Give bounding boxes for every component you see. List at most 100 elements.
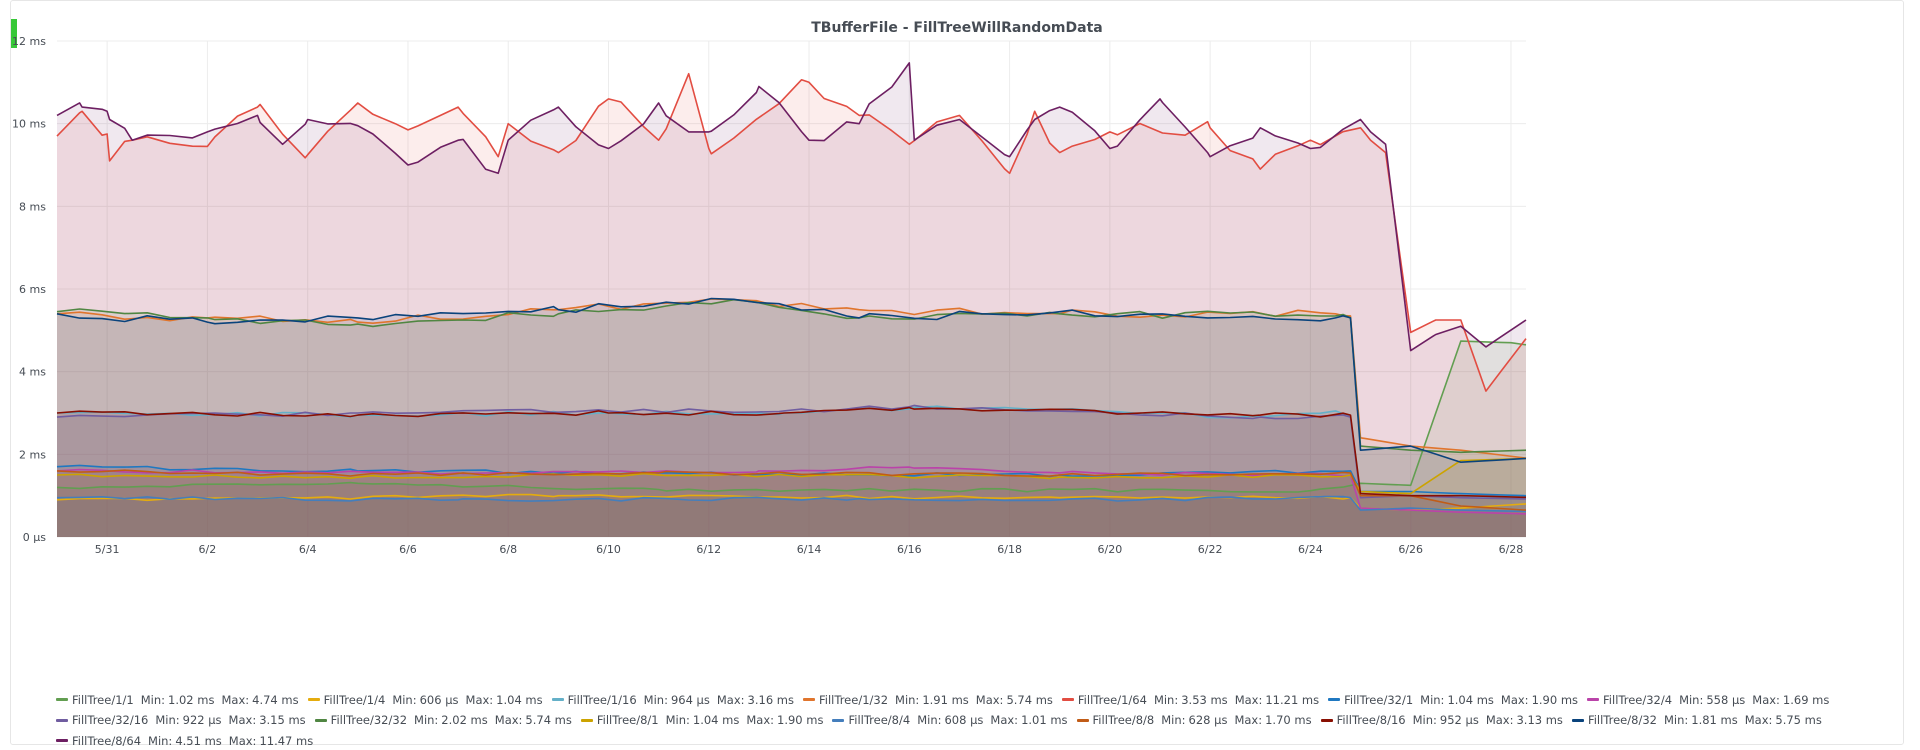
legend-swatch [307,698,320,701]
series-line[interactable] [56,340,1527,493]
x-tick-label: 6/22 [1198,543,1223,556]
legend-min-value: 922 µs [182,713,222,727]
legend-min-value: 4.51 ms [175,733,222,748]
series-lines[interactable] [56,62,1527,515]
legend-min-label: Min: [140,692,165,707]
y-tick-label: 2 ms [19,448,46,461]
legend-item[interactable]: FillTree/32/4 Min: 558 µs Max: 1.69 ms [1587,691,1829,709]
legend-swatch [1076,718,1089,722]
legend-series-name: FillTree/1/4 [323,692,386,707]
legend-max-label: Max: [1500,692,1529,707]
legend-series-name: FillTree/1/16 [567,692,637,707]
legend-series-name: FillTree/32/16 [72,713,149,727]
legend-min-label: Min: [1420,692,1445,707]
series-line[interactable] [56,406,1526,499]
legend-max-value: 11.21 ms [1265,692,1320,707]
series-line[interactable] [56,297,1527,463]
legend-swatch [314,718,327,722]
legend-min-value: 1.81 ms [1691,713,1738,727]
series-line[interactable] [56,62,1527,352]
legend-item[interactable]: FillTree/8/16 Min: 952 µs Max: 3.13 ms [1320,711,1563,729]
legend-item[interactable]: FillTree/1/32 Min: 1.91 ms Max: 5.74 ms [803,691,1053,709]
legend-item[interactable]: FillTree/32/1 Min: 1.04 ms Max: 1.90 ms [1328,691,1578,709]
series-line[interactable] [56,493,1527,511]
legend-min-value: 952 µs [1439,713,1479,727]
legend-min-label: Min: [917,713,942,727]
x-tick-label: 6/8 [499,543,517,556]
legend-series-name: FillTree/8/1 [596,713,659,727]
legend-max-label: Max: [975,692,1004,707]
legend-swatch [1328,698,1341,701]
legend-max-value: 3.15 ms [259,713,306,727]
legend-max-label: Max: [1744,713,1773,727]
legend-item[interactable]: FillTree/1/1 Min: 1.02 ms Max: 4.74 ms [56,691,299,709]
legend-max-value: 1.70 ms [1265,713,1312,727]
x-tick-label: 6/26 [1398,543,1423,556]
x-tick-label: 6/16 [897,543,922,556]
legend-series-name: FillTree/1/32 [819,692,889,707]
legend-min-value: 606 µs [419,692,459,707]
legend-min-label: Min: [1412,713,1437,727]
x-tick-label: 6/28 [1499,543,1524,556]
legend-max-label: Max: [465,692,494,707]
legend-item[interactable]: FillTree/1/16 Min: 964 µs Max: 3.16 ms [551,691,794,709]
series-line[interactable] [56,469,1527,511]
x-tick-label: 6/2 [199,543,217,556]
legend: FillTree/1/1 Min: 1.02 ms Max: 4.74 ms FillTr… [56,688,1906,750]
series-area [57,494,1526,537]
legend-series-name: FillTree/8/8 [1092,713,1155,727]
grid-lines [57,40,1526,538]
legend-swatch [56,718,68,722]
chart-plot[interactable]: 0 µs 2 ms 4 ms 6 ms 8 ms 10 ms 12 ms 5/31 6/2 6/4… [11,1,1905,686]
series-line[interactable] [56,298,1527,454]
legend-min-value: 608 µs [944,713,984,727]
x-tick-label: 6/12 [696,543,721,556]
series-line[interactable] [56,466,1527,515]
legend-max-label: Max: [1234,692,1263,707]
legend-max-label: Max: [1234,713,1263,727]
legend-min-label: Min: [1153,692,1179,707]
series-line[interactable] [56,464,1527,497]
series-areas [57,62,1526,538]
legend-max-value: 1.90 ms [1531,692,1579,707]
y-tick-label: 0 µs [23,531,46,544]
legend-item[interactable]: FillTree/32/32 Min: 2.02 ms Max: 5.74 ms [314,711,572,729]
legend-swatch [1571,718,1584,722]
legend-min-value: 1.02 ms [168,692,215,707]
x-tick-label: 6/6 [399,543,417,556]
series-line[interactable] [56,495,1527,513]
graph-panel: TBufferFile - FillTreeWillRandomData 0 µ… [10,0,1905,748]
legend-min-label: Min: [414,713,439,727]
legend-item[interactable]: FillTree/8/32 Min: 1.81 ms Max: 5.75 ms [1571,711,1822,729]
y-tick-label: 10 ms [12,118,46,131]
legend-min-label: Min: [895,692,920,707]
legend-item[interactable]: FillTree/32/16 Min: 922 µs Max: 3.15 ms [56,711,306,729]
legend-min-value: 628 µs [1188,713,1228,727]
series-line[interactable] [56,72,1527,392]
legend-min-label: Min: [392,692,417,707]
legend-swatch [551,698,564,701]
legend-min-value: 1.04 ms [1447,692,1494,707]
legend-series-name: FillTree/8/32 [1587,713,1657,727]
legend-item[interactable]: FillTree/8/1 Min: 1.04 ms Max: 1.90 ms [580,711,823,729]
legend-series-name: FillTree/8/16 [1336,713,1406,727]
legend-series-name: FillTree/8/64 [72,733,142,748]
legend-min-label: Min: [148,733,173,748]
x-tick-label: 6/20 [1098,543,1123,556]
legend-item[interactable]: FillTree/8/8 Min: 628 µs Max: 1.70 ms [1076,711,1312,729]
legend-max-label: Max: [990,713,1019,727]
x-tick-label: 6/4 [299,543,317,556]
legend-item[interactable]: FillTree/8/64 Min: 4.51 ms Max: 11.47 ms [56,732,313,750]
legend-swatch [832,718,845,722]
x-tick-label: 6/24 [1298,543,1323,556]
legend-item[interactable]: FillTree/8/4 Min: 608 µs Max: 1.01 ms [832,711,1068,729]
series-area [57,407,1526,537]
axis-labels: 0 µs 2 ms 4 ms 6 ms 8 ms 10 ms 12 ms 5/31 6/2 6/4… [12,35,1523,556]
y-tick-label: 8 ms [19,200,46,213]
legend-max-value: 4.74 ms [252,692,299,707]
legend-series-name: FillTree/1/64 [1077,692,1147,707]
legend-max-label: Max: [1752,692,1780,707]
legend-item[interactable]: FillTree/1/4 Min: 606 µs Max: 1.04 ms [307,691,543,709]
legend-item[interactable]: FillTree/1/64 Min: 3.53 ms Max: 11.21 ms [1061,691,1320,709]
y-tick-label: 4 ms [19,366,46,379]
